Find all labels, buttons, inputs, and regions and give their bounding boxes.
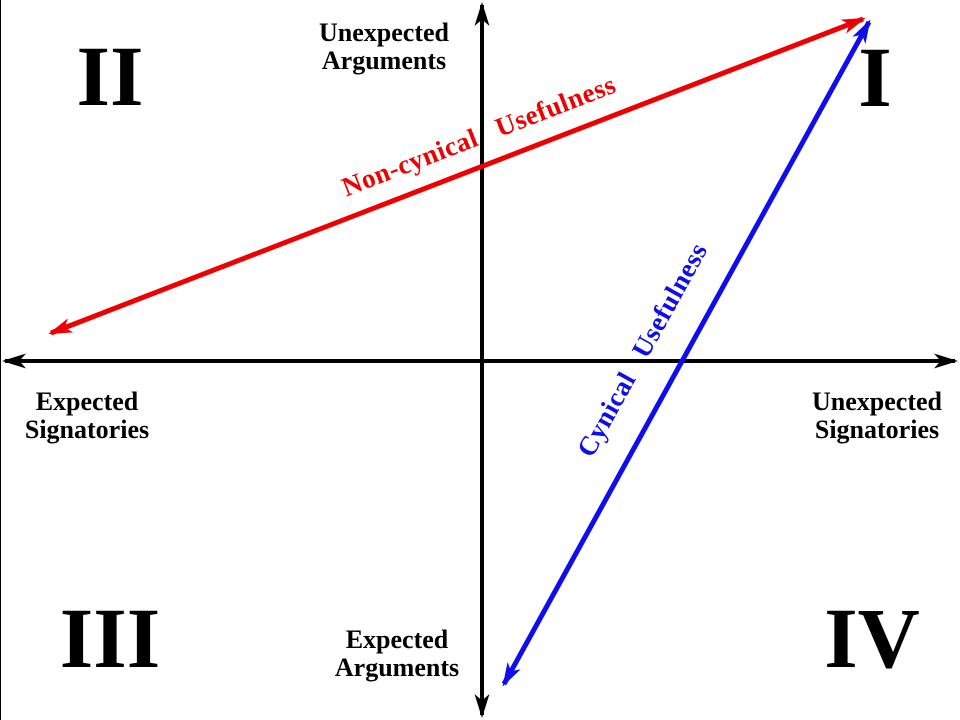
quadrant-2-label: II bbox=[77, 28, 144, 124]
non-cynical-usefulness-arrow bbox=[48, 16, 866, 336]
unexpected-arguments-line2: Arguments bbox=[322, 46, 446, 75]
non-cynical-usefulness-label: Non-cynical Usefulness bbox=[338, 69, 620, 202]
cynical-usefulness-arrow bbox=[501, 19, 872, 687]
expected-arguments-line2: Arguments bbox=[335, 653, 459, 682]
unexpected-arguments-label: Unexpected Arguments bbox=[319, 18, 450, 75]
quadrant-3-label: III bbox=[60, 590, 160, 686]
expected-signatories-label: Expected Signatories bbox=[25, 387, 149, 444]
expected-signatories-line1: Expected bbox=[36, 387, 139, 416]
expected-signatories-line2: Signatories bbox=[25, 415, 149, 444]
quadrant-1-label: I bbox=[858, 29, 891, 125]
unexpected-arguments-line1: Unexpected bbox=[319, 18, 450, 47]
unexpected-signatories-line2: Signatories bbox=[815, 415, 939, 444]
quadrant-4-label: IV bbox=[824, 590, 920, 686]
cynical-usefulness-label: Cynical Usefulness bbox=[571, 238, 713, 462]
unexpected-signatories-label: Unexpected Signatories bbox=[812, 387, 943, 444]
expected-arguments-line1: Expected bbox=[346, 625, 449, 654]
unexpected-signatories-line1: Unexpected bbox=[812, 387, 943, 416]
expected-arguments-label: Expected Arguments bbox=[335, 625, 459, 682]
